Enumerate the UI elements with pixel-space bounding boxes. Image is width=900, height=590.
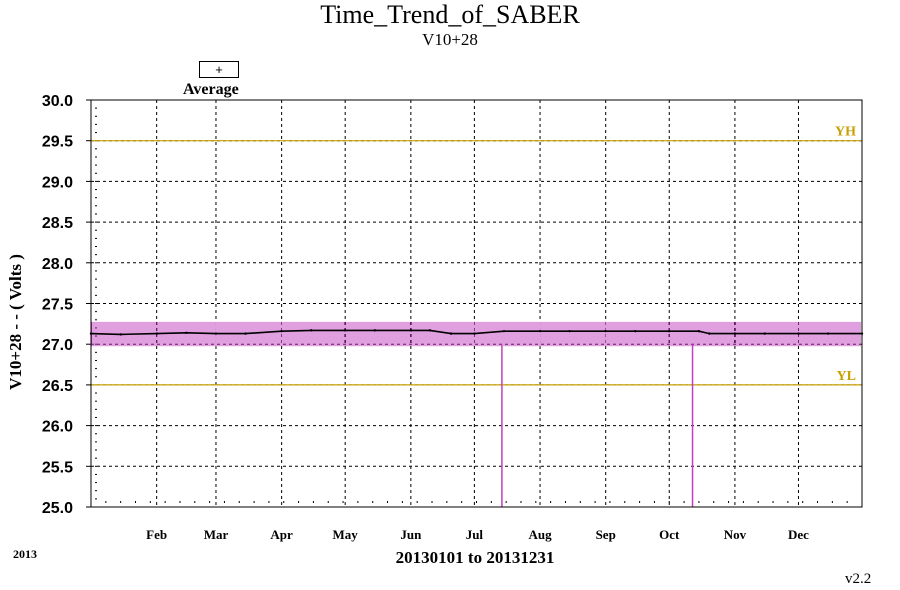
y-tick-label: 27.0: [42, 337, 73, 354]
series-point-average: [244, 332, 247, 335]
series-point-average: [280, 329, 283, 333]
y-tick-label: 29.0: [42, 174, 73, 191]
series-point-average: [668, 329, 671, 333]
legend-label: Average: [183, 81, 239, 98]
x-tick-label: Nov: [724, 527, 747, 542]
series-point-average: [502, 329, 506, 333]
reference-label-yl: YL: [837, 369, 856, 384]
series-point-average: [634, 329, 637, 333]
series-point-average: [343, 329, 347, 332]
series-point-average: [708, 332, 711, 335]
x-tick-label: Jun: [400, 527, 422, 542]
y-tick-label: 25.5: [42, 459, 73, 476]
range-band: [91, 321, 861, 507]
series-point-average: [604, 329, 607, 333]
series-point-average: [449, 332, 453, 335]
x-tick-label: Mar: [204, 527, 229, 542]
x-tick-label: Oct: [659, 527, 680, 542]
series-point-average: [119, 333, 122, 336]
chart-title: Time_Trend_of_SABER: [320, 0, 580, 29]
series: [89, 329, 864, 336]
x-tick-label: Feb: [146, 527, 167, 542]
chart-subtitle: V10+28: [422, 30, 478, 49]
y-tick-label: 28.0: [42, 256, 73, 273]
series-point-average: [373, 329, 377, 332]
axes: 30.0 29.5 29.0 28.5 28.0 27.5 27.0 26.5 26.0 25.5…: [42, 93, 863, 542]
x-tick-label: Dec: [788, 527, 809, 542]
series-point-average: [826, 332, 830, 335]
series-point-average: [538, 329, 542, 333]
version-label: v2.2: [845, 571, 872, 587]
series-point-average: [797, 332, 800, 335]
reference-label-yh: YH: [835, 125, 856, 140]
y-tick-label: 27.5: [42, 297, 73, 314]
x-tick-label: Jul: [466, 527, 484, 542]
x-tick-label: Aug: [528, 527, 552, 542]
x-axis-label: 20130101 to 20131231: [395, 548, 555, 567]
series-point-average: [733, 332, 737, 335]
footer-year: 2013: [13, 547, 37, 561]
series-point-average: [428, 329, 432, 332]
series-point-average: [697, 329, 701, 333]
plot-frame: [90, 99, 863, 508]
series-point-average: [568, 329, 571, 333]
y-tick-label: 26.5: [42, 378, 73, 395]
x-tick-label: Apr: [270, 527, 293, 542]
series-point-average: [155, 332, 158, 335]
reference-lines: YH YL: [91, 125, 862, 386]
legend-symbol: +: [199, 61, 239, 78]
x-tick-label: May: [333, 527, 359, 542]
x-tick-label: Sep: [596, 527, 616, 542]
series-point-average: [185, 331, 188, 335]
series-point-average: [310, 329, 313, 332]
grid: [90, 99, 863, 508]
series-point-average: [214, 332, 218, 335]
series-point-average: [409, 329, 413, 332]
series-point-average: [763, 332, 766, 335]
y-tick-label: 29.5: [42, 134, 73, 151]
y-axis-label: V10+28 - - ( Volts ): [6, 254, 25, 390]
y-tick-label: 25.0: [42, 500, 73, 517]
y-tick-label: 30.0: [42, 93, 73, 110]
y-tick-label: 26.0: [42, 419, 73, 436]
y-tick-label: 28.5: [42, 215, 73, 232]
series-point-average: [473, 332, 476, 335]
